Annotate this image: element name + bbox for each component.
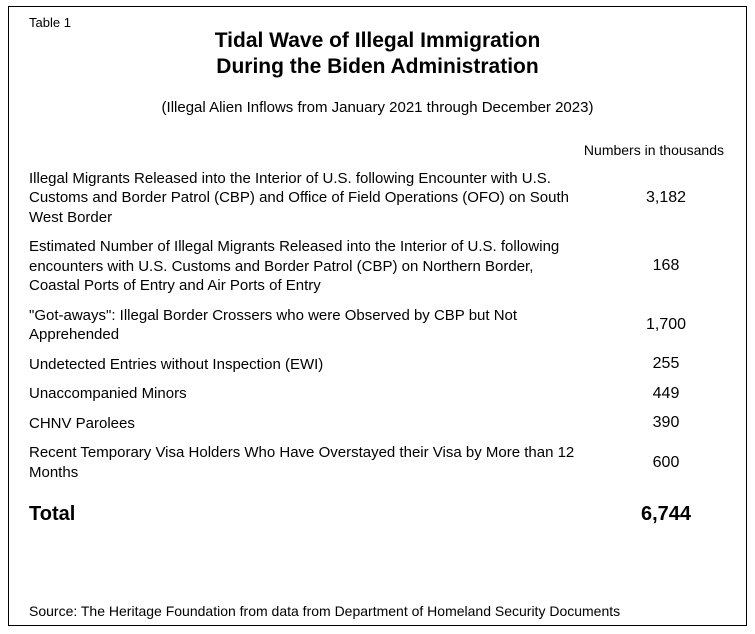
table-row: Undetected Entries without Inspection (E…	[29, 350, 726, 380]
table-title: Tidal Wave of Illegal Immigration During…	[29, 28, 726, 81]
row-value: 255	[606, 355, 726, 373]
table-row: "Got-aways": Illegal Border Crossers who…	[29, 301, 726, 350]
row-label: Undetected Entries without Inspection (E…	[29, 355, 582, 375]
column-header: Numbers in thousands	[29, 142, 726, 158]
table-subtitle: (Illegal Alien Inflows from January 2021…	[29, 99, 726, 116]
row-label: Recent Temporary Visa Holders Who Have O…	[29, 443, 582, 482]
row-value: 1,700	[606, 316, 726, 334]
table-row: Recent Temporary Visa Holders Who Have O…	[29, 438, 726, 487]
row-value: 3,182	[606, 189, 726, 207]
total-row: Total 6,744	[29, 503, 726, 526]
row-label: CHNV Parolees	[29, 414, 582, 434]
table-row: Unaccompanied Minors 449	[29, 379, 726, 409]
row-label: Estimated Number of Illegal Migrants Rel…	[29, 237, 582, 296]
row-value: 168	[606, 257, 726, 275]
total-value: 6,744	[606, 503, 726, 526]
data-table: Table 1 Tidal Wave of Illegal Immigratio…	[8, 6, 747, 626]
row-value: 449	[606, 385, 726, 403]
row-label: Unaccompanied Minors	[29, 384, 582, 404]
source-citation: Source: The Heritage Foundation from dat…	[29, 585, 726, 619]
row-label: "Got-aways": Illegal Border Crossers who…	[29, 306, 582, 345]
row-value: 390	[606, 414, 726, 432]
row-value: 600	[606, 454, 726, 472]
title-line-1: Tidal Wave of Illegal Immigration	[29, 28, 726, 54]
table-body: Illegal Migrants Released into the Inter…	[29, 164, 726, 488]
total-label: Total	[29, 503, 582, 526]
title-line-2: During the Biden Administration	[29, 54, 726, 80]
table-row: Estimated Number of Illegal Migrants Rel…	[29, 232, 726, 301]
table-row: CHNV Parolees 390	[29, 409, 726, 439]
row-label: Illegal Migrants Released into the Inter…	[29, 169, 582, 228]
table-row: Illegal Migrants Released into the Inter…	[29, 164, 726, 233]
